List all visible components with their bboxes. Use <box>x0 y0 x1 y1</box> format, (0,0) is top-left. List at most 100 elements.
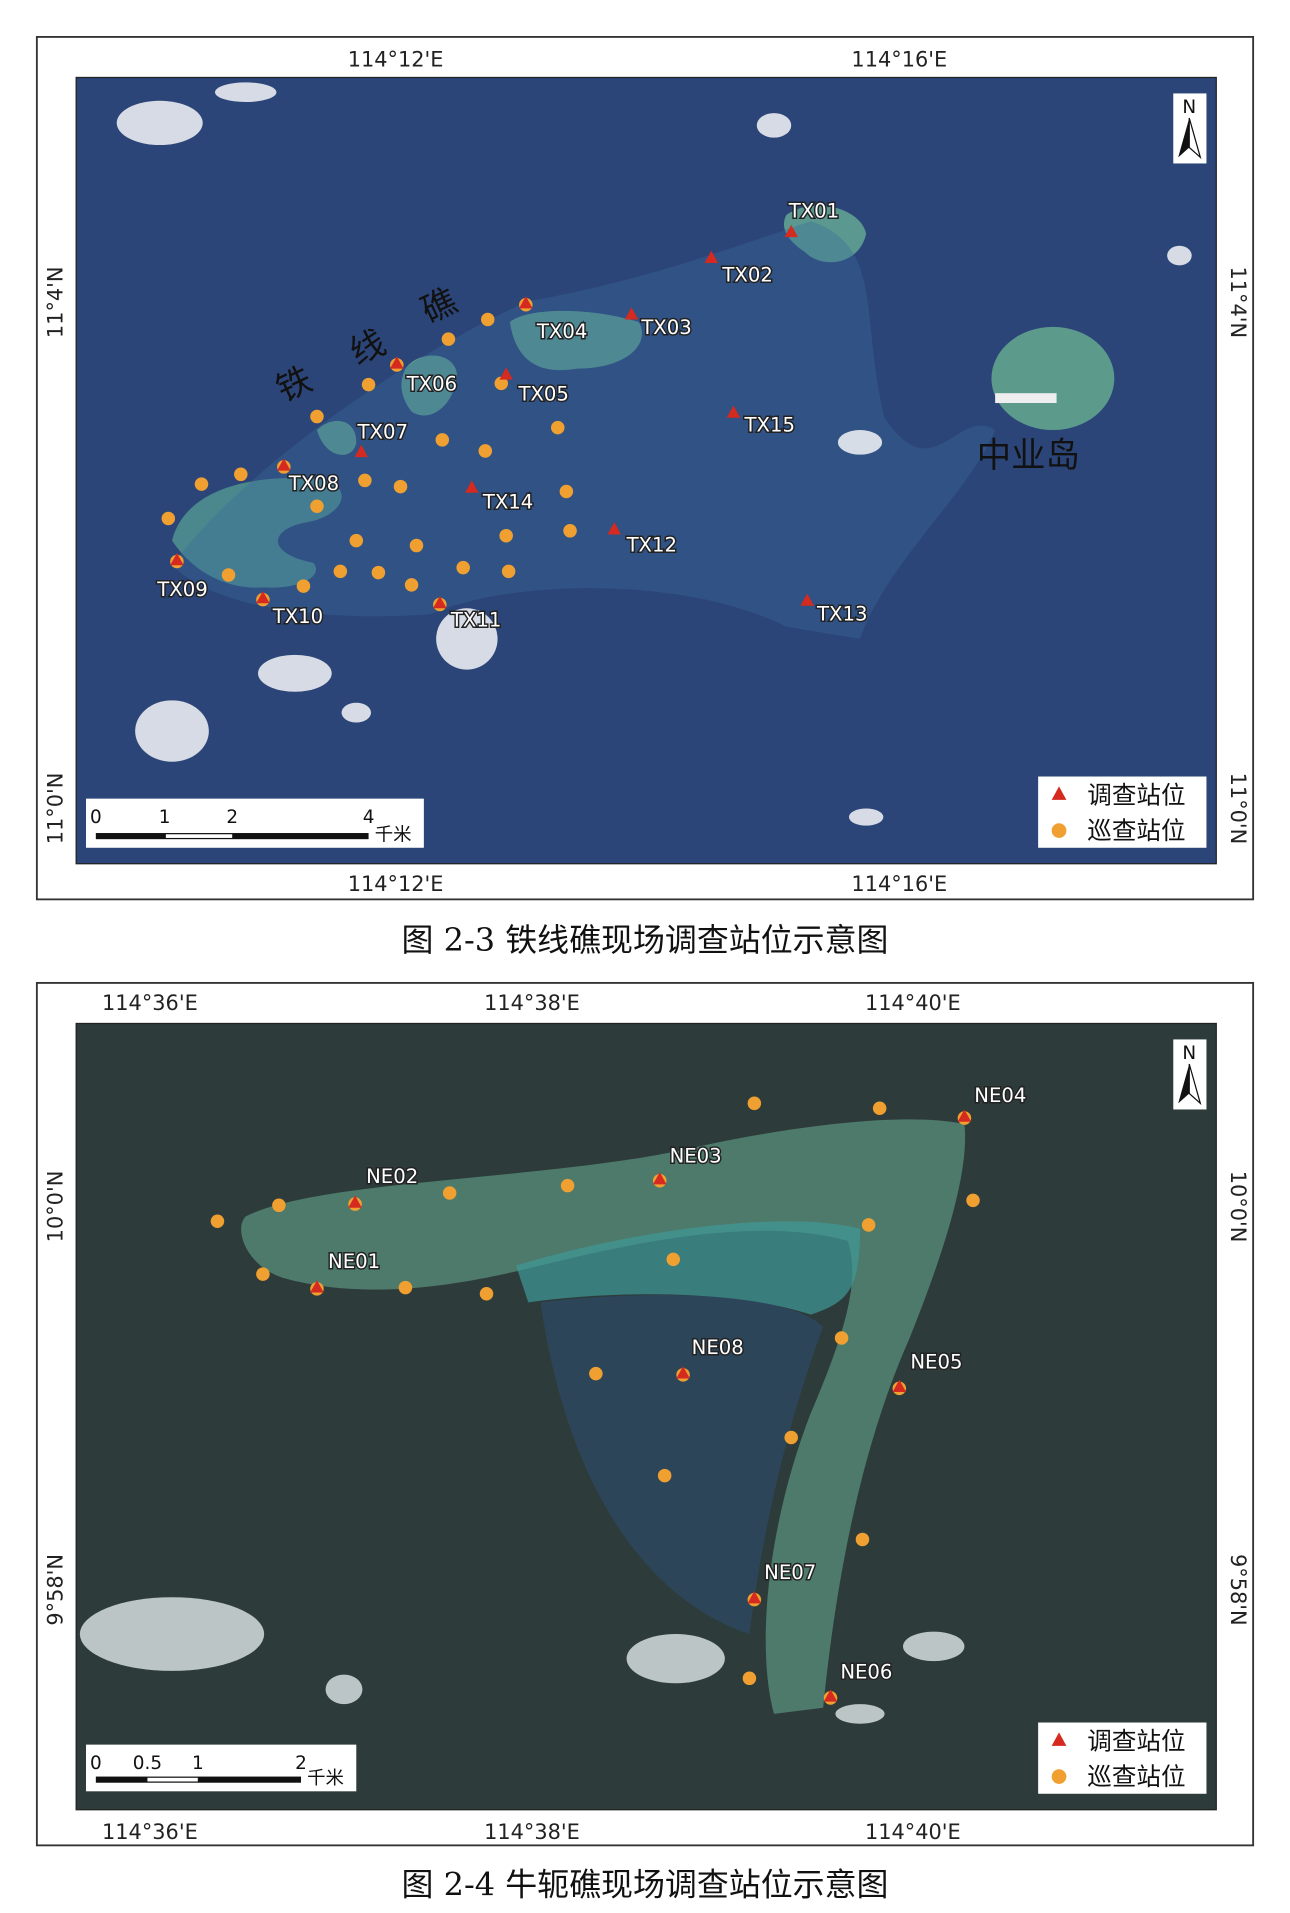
patrol-station-marker <box>861 1218 876 1232</box>
station-label: NE02 <box>366 1165 418 1188</box>
survey-station-marker <box>348 1195 362 1208</box>
map1-scale-bar: 0 1 2 4 千米 <box>86 798 424 848</box>
patrol-station-marker <box>393 479 408 494</box>
lon-label: 114°16'E <box>851 47 947 71</box>
patrol-station-marker <box>398 1280 413 1295</box>
survey-station-marker <box>823 1689 838 1702</box>
lat-label: 11°4'N <box>1226 266 1250 338</box>
patrol-station-marker <box>834 1331 849 1345</box>
station-label: TX01 <box>788 200 839 223</box>
lon-label: 114°16'E <box>851 872 947 896</box>
island-name: 中业岛 <box>977 436 1080 476</box>
station-label: TX11 <box>450 609 501 632</box>
station-label: NE07 <box>764 1561 816 1584</box>
figure-caption: 图 2-3 铁线礁现场调查站位示意图 <box>402 921 889 959</box>
station-label: TX12 <box>626 534 677 557</box>
patrol-station-marker <box>435 433 450 447</box>
scale-tick: 0 <box>90 1753 102 1774</box>
survey-station-icon <box>1051 786 1067 800</box>
map2-reefs <box>79 1119 966 1724</box>
station-label: NE08 <box>692 1336 744 1359</box>
patrol-station-marker <box>234 467 248 482</box>
survey-station-marker <box>465 480 479 493</box>
survey-station-marker <box>747 1591 762 1604</box>
station-label: TX15 <box>744 413 795 436</box>
north-label: N <box>1182 97 1196 118</box>
survey-station-marker <box>892 1379 907 1393</box>
station-label: TX07 <box>357 421 408 444</box>
legend-survey: 调查站位 <box>1087 1727 1185 1756</box>
station-label: NE01 <box>328 1250 380 1273</box>
patrol-station-marker <box>404 578 419 592</box>
north-label: N <box>1182 1043 1196 1064</box>
patrol-station-marker <box>194 477 209 491</box>
patrol-station-marker <box>210 1214 225 1229</box>
lat-label: 11°0'N <box>1226 773 1250 845</box>
patrol-station-marker <box>563 524 577 538</box>
survey-station-marker <box>800 593 814 606</box>
survey-station-marker <box>433 595 447 609</box>
station-label: NE03 <box>670 1144 722 1167</box>
lat-label: 9°58'N <box>44 1554 68 1626</box>
lat-label: 11°4'N <box>44 266 68 338</box>
station-label: NE04 <box>974 1084 1026 1107</box>
patrol-station-marker <box>560 1178 575 1193</box>
patrol-station-marker <box>371 565 386 580</box>
patrol-station-marker <box>272 1198 286 1213</box>
patrol-station-marker <box>333 564 348 579</box>
legend-survey: 调查站位 <box>1087 781 1185 810</box>
patrol-station-marker <box>358 473 372 488</box>
survey-station-marker <box>277 458 291 471</box>
patrol-station-marker <box>349 533 364 548</box>
patrol-station-icon <box>1051 823 1067 838</box>
patrol-station-marker <box>441 332 456 346</box>
station-label: NE05 <box>910 1351 962 1374</box>
patrol-station-marker <box>256 1267 270 1281</box>
station-label: TX06 <box>406 373 457 396</box>
legend-patrol: 巡查站位 <box>1087 1762 1185 1791</box>
patrol-station-marker <box>872 1101 887 1115</box>
lon-label: 114°36'E <box>102 991 198 1015</box>
station-label: TX08 <box>288 472 339 495</box>
survey-station-marker <box>726 405 741 418</box>
map2-stations: NE01 NE02 NE03 NE04 NE05 NE06 NE07 NE08 <box>210 1083 1028 1705</box>
survey-station-marker <box>499 367 513 380</box>
patrol-station-marker <box>310 499 324 513</box>
patrol-station-marker <box>296 579 311 593</box>
station-label: TX14 <box>482 491 533 514</box>
scale-tick: 2 <box>295 1753 307 1774</box>
patrol-station-marker <box>966 1193 980 1208</box>
scale-tick: 2 <box>226 807 238 828</box>
map1-satellite-image <box>75 76 1217 865</box>
survey-station-marker <box>390 356 404 369</box>
survey-station-marker <box>784 224 798 238</box>
map1-north-arrow: N <box>1173 93 1207 164</box>
survey-station-icon <box>1051 1732 1067 1746</box>
patrol-station-marker <box>494 376 509 391</box>
patrol-station-marker <box>742 1671 757 1686</box>
station-label: TX10 <box>272 605 323 628</box>
survey-station-marker <box>519 296 533 309</box>
map-tiexian-reef: 铁 线 礁 中业岛 TX01TX02TX03TX04TX05TX06TX07TX… <box>35 35 1255 959</box>
lon-label: 114°38'E <box>484 1820 580 1844</box>
patrol-station-marker <box>657 1468 672 1483</box>
patrol-station-marker <box>499 528 513 543</box>
patrol-station-marker <box>666 1252 681 1267</box>
lon-label: 114°36'E <box>102 1820 198 1844</box>
patrol-station-marker <box>589 1366 603 1381</box>
survey-station-marker <box>607 522 622 535</box>
map2-legend: 调查站位 巡查站位 <box>1038 1722 1207 1794</box>
patrol-station-marker <box>501 564 516 579</box>
station-label: NE06 <box>840 1660 892 1683</box>
patrol-station-marker <box>480 312 495 327</box>
survey-station-marker <box>354 444 368 458</box>
patrol-station-marker <box>855 1532 870 1547</box>
station-label: TX13 <box>816 602 867 625</box>
map2-axis-labels: 114°36'E 114°38'E 114°40'E 114°36'E 114°… <box>44 991 1250 1844</box>
lon-label: 114°12'E <box>348 47 444 71</box>
station-label: TX04 <box>536 320 587 343</box>
patrol-station-marker <box>479 1286 494 1301</box>
legend-patrol: 巡查站位 <box>1087 816 1185 845</box>
patrol-station-marker <box>478 444 493 458</box>
